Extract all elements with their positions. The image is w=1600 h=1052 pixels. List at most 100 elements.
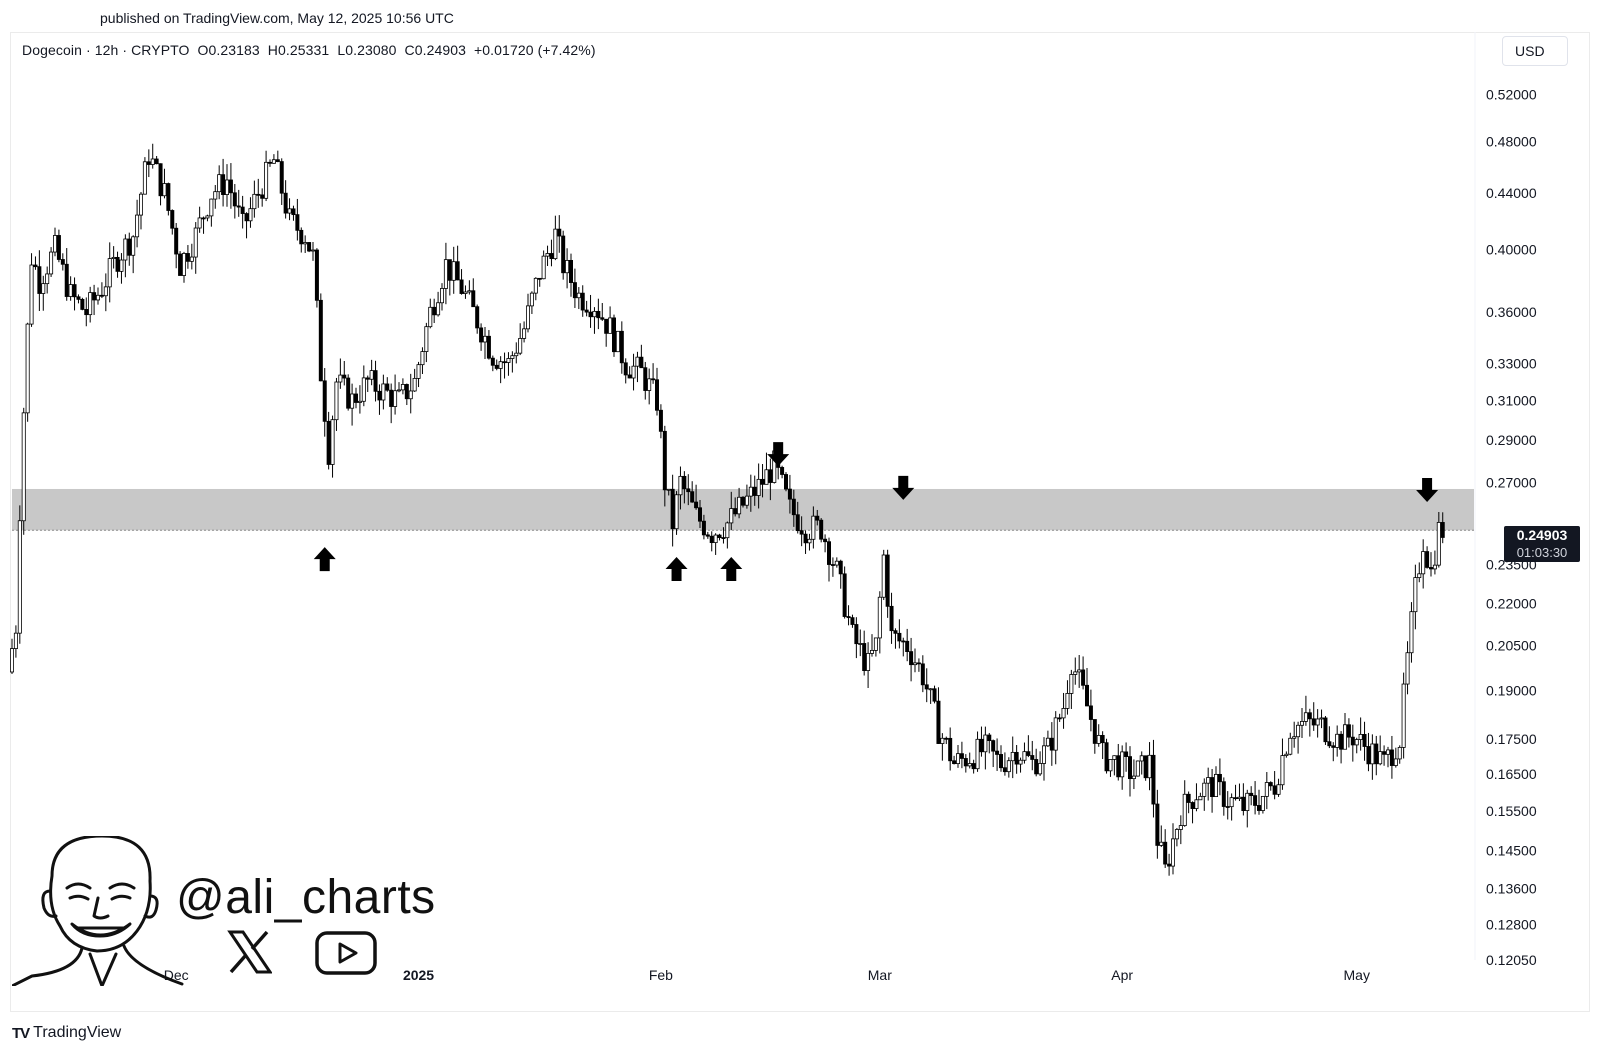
- candle: [1128, 746, 1133, 797]
- candle: [486, 330, 491, 360]
- candle: [307, 241, 312, 253]
- candle: [897, 619, 902, 649]
- candle: [1108, 759, 1113, 777]
- candle: [959, 741, 964, 769]
- candle: [1327, 726, 1332, 749]
- candle: [271, 154, 276, 164]
- candle: [96, 287, 101, 305]
- candle: [416, 361, 421, 388]
- candle: [748, 474, 753, 512]
- candle: [1096, 724, 1101, 747]
- candle: [518, 323, 523, 356]
- candle: [228, 163, 233, 209]
- candle: [678, 466, 683, 510]
- candle: [295, 198, 300, 241]
- price-tick-label: 0.48000: [1486, 134, 1537, 150]
- candle: [662, 425, 667, 507]
- last-price-value: 0.24903: [1516, 527, 1568, 543]
- candle: [1354, 737, 1359, 754]
- candle: [131, 235, 136, 274]
- candle: [1073, 657, 1078, 685]
- candle: [68, 276, 73, 301]
- candle: [1225, 791, 1230, 820]
- candle: [838, 559, 843, 589]
- candle: [424, 322, 429, 363]
- candle: [1210, 768, 1215, 813]
- candle: [811, 506, 816, 549]
- candle: [322, 368, 327, 437]
- candle: [870, 634, 875, 657]
- candle: [1401, 672, 1406, 759]
- candle: [346, 374, 351, 411]
- candle: [1135, 760, 1140, 777]
- candle: [357, 385, 362, 414]
- candle: [1374, 735, 1379, 776]
- candle: [1249, 786, 1254, 806]
- currency-button[interactable]: USD: [1502, 36, 1568, 66]
- legend-symbol: Dogecoin · 12h · CRYPTO: [22, 42, 190, 58]
- candle: [1260, 795, 1265, 814]
- candle: [557, 215, 562, 253]
- legend-close: C0.24903: [404, 42, 467, 58]
- candle: [1343, 713, 1348, 750]
- candle: [1362, 721, 1367, 761]
- down-arrow-marker: [892, 475, 915, 500]
- candle: [275, 150, 280, 163]
- legend-change: +0.01720 (+7.42%): [474, 42, 596, 58]
- candle: [694, 484, 699, 510]
- price-tick-label: 0.40000: [1486, 242, 1537, 258]
- candle: [1421, 539, 1426, 589]
- candle: [377, 384, 382, 415]
- candle: [1253, 781, 1258, 815]
- author-handle: @ali_charts: [176, 871, 436, 924]
- candle: [674, 491, 679, 535]
- chart-frame: [10, 32, 1590, 1012]
- candle: [729, 491, 734, 531]
- candle: [299, 227, 304, 253]
- candle: [221, 158, 226, 207]
- candle: [350, 383, 355, 426]
- candle: [189, 243, 194, 270]
- candle: [92, 284, 97, 316]
- candle: [744, 484, 749, 509]
- price-tick-label: 0.19000: [1486, 682, 1537, 698]
- candle: [1288, 732, 1293, 756]
- candle: [1061, 692, 1066, 729]
- candle: [1307, 708, 1312, 737]
- candle: [146, 149, 151, 178]
- candle: [526, 293, 531, 333]
- candle: [592, 307, 597, 334]
- candle: [185, 245, 190, 269]
- candle: [698, 499, 703, 528]
- candle: [975, 731, 980, 772]
- candle: [881, 549, 886, 601]
- candle: [1002, 752, 1007, 776]
- candle: [737, 487, 742, 519]
- price-tick-label: 0.29000: [1486, 432, 1537, 448]
- candle: [666, 488, 671, 496]
- candle: [569, 253, 574, 297]
- ohlc-legend: Dogecoin · 12h · CRYPTO O0.23183 H0.2533…: [22, 42, 596, 58]
- candle: [1300, 707, 1305, 738]
- markers-layer: [313, 442, 1439, 582]
- candle: [178, 251, 183, 276]
- candle: [658, 404, 663, 439]
- candle: [1171, 823, 1176, 875]
- candle: [170, 209, 175, 235]
- candle: [1026, 735, 1031, 758]
- candle: [232, 184, 237, 219]
- candle: [1335, 725, 1340, 757]
- candle: [584, 300, 589, 317]
- candle: [1378, 735, 1383, 766]
- candle: [576, 287, 581, 310]
- x-logo-icon: [227, 930, 272, 974]
- candle: [635, 351, 640, 383]
- candle: [240, 195, 245, 229]
- candle: [913, 648, 918, 673]
- candle: [482, 326, 487, 359]
- candle: [334, 377, 339, 431]
- candle: [572, 268, 577, 308]
- candle: [991, 739, 996, 768]
- price-axis: 0.52000 0.48000 0.44000 0.40000 0.36000 0.330…: [1486, 86, 1537, 968]
- candle: [1311, 702, 1316, 731]
